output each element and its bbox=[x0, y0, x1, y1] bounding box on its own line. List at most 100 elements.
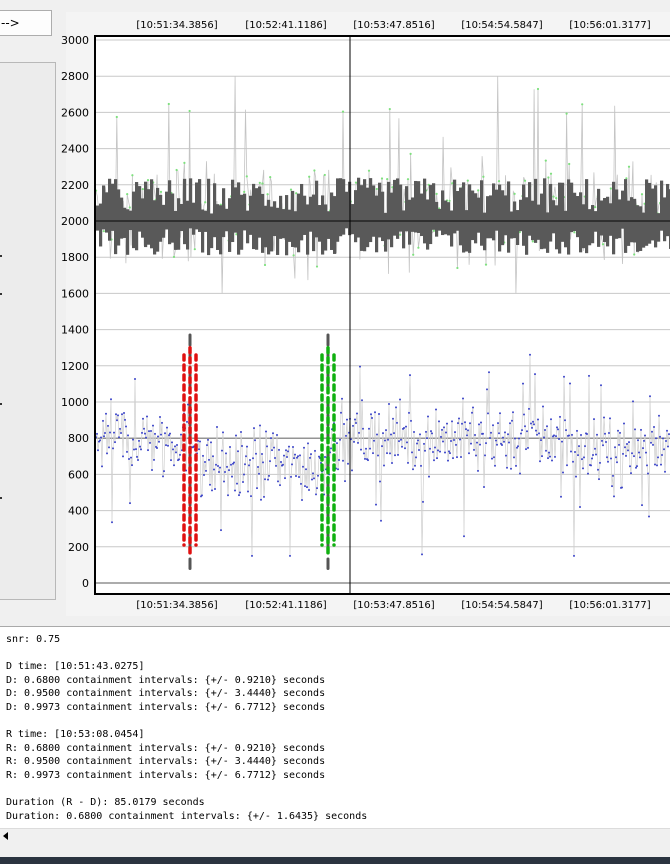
band-bar bbox=[276, 207, 280, 255]
noise-point bbox=[101, 465, 103, 468]
noise-point bbox=[287, 450, 289, 453]
noise-point bbox=[533, 423, 535, 426]
noise-point bbox=[386, 452, 388, 455]
noise-point bbox=[344, 480, 346, 483]
noise-point bbox=[569, 382, 571, 385]
noise-point bbox=[215, 463, 217, 466]
log-line: R: 0.9500 containment intervals: {+/- 3.… bbox=[6, 756, 326, 768]
noise-point bbox=[220, 529, 222, 532]
noise-point bbox=[227, 494, 229, 497]
noise-point bbox=[399, 398, 401, 401]
noise-point bbox=[635, 466, 637, 469]
log-line: D: 0.9500 containment intervals: {+/- 3.… bbox=[6, 688, 326, 700]
noise-point bbox=[561, 440, 563, 443]
band-bar bbox=[300, 183, 304, 241]
log-line: D: 0.9973 containment intervals: {+/- 6.… bbox=[6, 702, 326, 713]
band-bar bbox=[615, 189, 619, 239]
noise-point bbox=[148, 430, 150, 433]
noise-point bbox=[415, 456, 417, 459]
time-series-chart[interactable]: 3000280026002400220020001800160014001200… bbox=[0, 0, 670, 626]
noise-point bbox=[497, 422, 499, 425]
band-bar bbox=[315, 180, 319, 238]
noise-point bbox=[478, 423, 480, 426]
noise-point bbox=[526, 430, 528, 433]
signal-band bbox=[95, 177, 670, 256]
noise-point bbox=[482, 432, 484, 435]
noise-point bbox=[559, 415, 561, 418]
noise-point bbox=[315, 493, 317, 496]
noise-point bbox=[545, 449, 547, 452]
band-bar bbox=[171, 193, 175, 243]
noise-point bbox=[390, 433, 392, 436]
noise-point bbox=[238, 494, 240, 497]
noise-point bbox=[290, 475, 292, 478]
band-bar bbox=[159, 194, 163, 242]
noise-point bbox=[425, 430, 427, 433]
noise-point bbox=[186, 420, 188, 423]
noise-point bbox=[558, 438, 560, 441]
results-log[interactable]: snr: 0.75 D time: [10:51:43.0275] D: 0.680… bbox=[0, 626, 670, 842]
noise-point bbox=[491, 457, 493, 460]
band-bar bbox=[282, 209, 286, 239]
noise-point bbox=[252, 457, 254, 460]
reference-point bbox=[245, 175, 248, 178]
noise-point bbox=[498, 432, 500, 435]
noise-point bbox=[544, 429, 546, 432]
reference-point bbox=[375, 187, 378, 191]
noise-point bbox=[392, 417, 394, 420]
band-bar bbox=[270, 206, 274, 252]
horizontal-scrollbar[interactable] bbox=[0, 828, 670, 845]
band-bar bbox=[147, 189, 151, 245]
noise-point bbox=[521, 429, 523, 432]
noise-point bbox=[123, 412, 125, 415]
noise-point bbox=[113, 431, 115, 434]
band-bar bbox=[498, 184, 502, 252]
band-bar bbox=[546, 212, 550, 253]
log-line: Duration (R - D): 85.0179 seconds bbox=[6, 797, 205, 809]
noise-point bbox=[199, 440, 201, 443]
arrow-button[interactable]: --> bbox=[0, 10, 52, 36]
band-bar bbox=[237, 182, 241, 255]
noise-point bbox=[455, 443, 457, 446]
noise-point bbox=[296, 456, 298, 459]
band-bar bbox=[627, 200, 631, 246]
y-tick-label: 400 bbox=[68, 505, 89, 518]
noise-point bbox=[304, 485, 306, 488]
band-bar bbox=[123, 207, 127, 238]
y-tick-label: 200 bbox=[68, 541, 89, 554]
band-bar bbox=[366, 187, 370, 248]
time-markers[interactable] bbox=[182, 333, 336, 571]
band-bar bbox=[384, 212, 388, 252]
noise-point bbox=[391, 462, 393, 465]
band-bar bbox=[519, 199, 523, 232]
noise-point bbox=[397, 453, 399, 456]
scroll-left-arrow-icon[interactable] bbox=[3, 832, 8, 840]
x-tick-label-top: [10:53:47.8516] bbox=[353, 20, 434, 31]
noise-point bbox=[406, 441, 408, 444]
band-bar bbox=[426, 199, 430, 250]
noise-point bbox=[224, 471, 226, 474]
noise-point bbox=[537, 418, 539, 421]
band-bar bbox=[264, 205, 268, 248]
noise-point bbox=[467, 429, 469, 432]
noise-point bbox=[619, 431, 621, 434]
x-tick-label-bottom: [10:52:41.1186] bbox=[245, 600, 326, 611]
noise-point bbox=[295, 475, 297, 478]
noise-point bbox=[646, 464, 648, 467]
band-bar bbox=[273, 201, 277, 237]
noise-point bbox=[584, 445, 586, 448]
noise-point bbox=[122, 455, 124, 458]
noise-point bbox=[116, 419, 118, 422]
reference-point bbox=[292, 254, 295, 257]
band-bar bbox=[432, 183, 436, 230]
noise-point bbox=[272, 432, 274, 435]
reference-point bbox=[266, 193, 269, 196]
reference-point bbox=[172, 255, 176, 258]
x-tick-label-bottom: [10:53:47.8516] bbox=[353, 600, 434, 611]
noise-point bbox=[314, 449, 316, 452]
noise-point bbox=[511, 419, 513, 422]
noise-point bbox=[384, 439, 386, 442]
noise-point bbox=[100, 436, 102, 439]
noise-point bbox=[575, 475, 577, 478]
band-bar bbox=[339, 178, 343, 237]
